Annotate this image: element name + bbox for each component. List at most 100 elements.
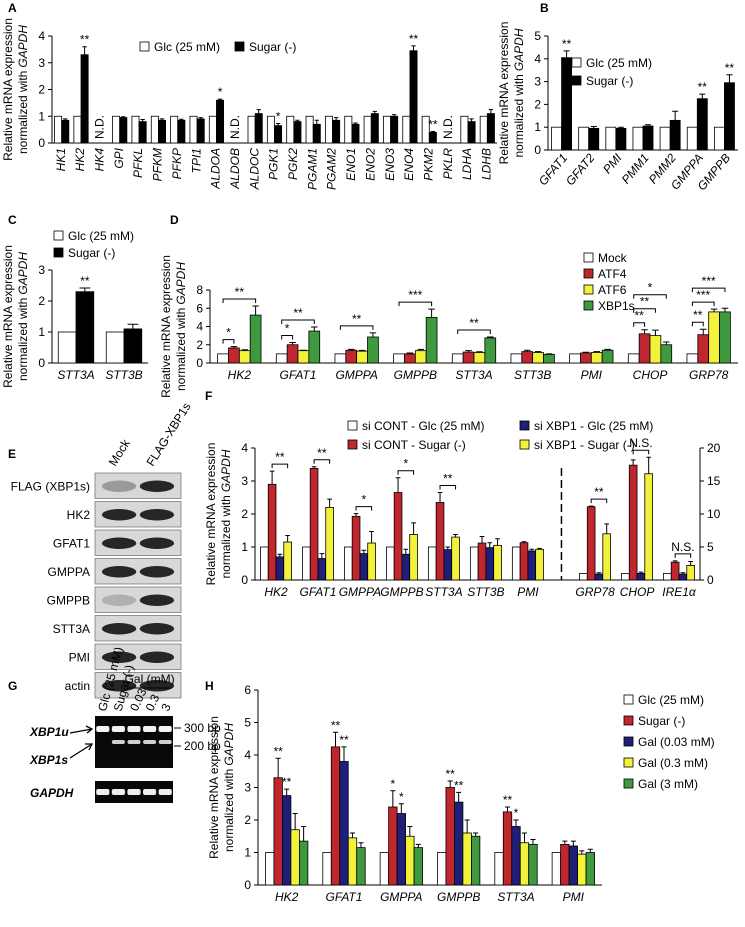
bar — [532, 352, 544, 364]
bracket — [632, 449, 650, 455]
gel-band — [127, 740, 141, 744]
bracket — [633, 322, 646, 327]
error-bar — [587, 848, 593, 853]
error-bar — [476, 351, 483, 353]
error-bar — [570, 840, 576, 846]
error-bar — [369, 332, 377, 337]
row-label: PMI — [69, 650, 90, 664]
bar — [413, 847, 423, 886]
x-tick-label: STT3B — [467, 585, 504, 599]
x-tick-label: STT3A — [425, 585, 462, 599]
legend-swatch — [571, 57, 582, 68]
bracket — [691, 287, 726, 293]
column-label: FLAG-XBP1s — [144, 400, 194, 469]
bar — [170, 115, 179, 144]
row-label: GFAT1 — [53, 536, 90, 550]
x-tick-label: PFKP — [170, 148, 184, 179]
legend-label: si XBP1 - Glc (25 mM) — [534, 419, 653, 433]
legend-label: Sugar (-) — [68, 246, 115, 260]
bar — [605, 126, 617, 151]
error-bar — [82, 46, 87, 55]
blot-band — [101, 509, 137, 521]
x-tick-label: GFAT1 — [536, 151, 570, 188]
error-bar — [652, 329, 659, 336]
error-bar — [198, 117, 203, 119]
y2-tick-label: 15 — [707, 474, 721, 488]
error-bar — [726, 74, 733, 83]
gel-band — [158, 740, 172, 744]
bar — [427, 546, 437, 581]
y-tick-label: 0 — [244, 878, 251, 892]
significance: * — [399, 790, 404, 804]
row-label: STT3A — [53, 622, 90, 636]
error-bar — [415, 843, 421, 848]
legend-label: Sugar (-) — [586, 74, 633, 88]
error-bar — [127, 323, 139, 329]
lane-label: 3 — [158, 701, 174, 713]
legend-swatch — [347, 420, 358, 431]
error-bar — [289, 341, 296, 345]
bar — [298, 840, 309, 886]
bar — [339, 761, 349, 886]
legend-swatch — [583, 268, 594, 279]
error-bar — [630, 459, 636, 466]
x-tick-label: PMI — [517, 585, 539, 599]
legend-label: XBP1s — [598, 299, 635, 313]
bar — [561, 57, 573, 151]
bar — [708, 311, 720, 364]
x-tick-label: GMPPA — [339, 585, 381, 599]
x-tick-label: IRE1α — [662, 585, 697, 599]
bar — [359, 553, 369, 581]
x-tick-label: ALDOC — [247, 148, 261, 191]
y-label-italic: GAPDH — [174, 262, 188, 305]
bar — [615, 127, 627, 151]
bar — [493, 544, 502, 581]
bar — [379, 852, 390, 886]
y-label-line: normalized with — [512, 74, 526, 157]
legend-swatch — [623, 694, 634, 705]
bar — [112, 115, 121, 144]
bracket-label: *** — [702, 274, 716, 288]
bar — [267, 483, 277, 581]
legend-swatch — [583, 284, 594, 295]
y-label-line: normalized with — [16, 71, 30, 154]
y-tick-label: 1 — [38, 325, 45, 339]
error-bar — [353, 513, 359, 517]
legend-swatch — [623, 778, 634, 789]
x-tick-label: PFKM — [151, 148, 165, 181]
error-bar — [372, 110, 377, 114]
bar — [602, 533, 611, 581]
y-tick-label: 5 — [534, 29, 541, 43]
error-bar — [284, 788, 290, 796]
bar — [636, 573, 646, 581]
error-bar — [392, 114, 397, 117]
bar — [367, 336, 379, 364]
bar — [527, 550, 537, 581]
bar — [75, 291, 95, 364]
bar — [305, 115, 314, 144]
bar — [528, 843, 538, 886]
legend-label: Glc (25 mM) — [68, 229, 134, 243]
error-bar — [582, 351, 590, 353]
panel-letter: D — [170, 213, 179, 227]
x-tick-label: PMI — [581, 368, 603, 382]
bar — [105, 331, 125, 364]
y-label-italic: GAPDH — [222, 723, 236, 766]
error-bar — [275, 757, 281, 778]
bar — [409, 534, 418, 581]
bracket — [222, 298, 257, 303]
bar — [568, 845, 578, 886]
bar — [719, 311, 731, 364]
y-tick-label: 2 — [38, 294, 45, 308]
bar — [632, 126, 644, 151]
error-bar — [319, 553, 325, 559]
significance: ** — [446, 767, 456, 781]
significance: ** — [454, 778, 464, 792]
significance: ** — [80, 274, 90, 288]
bar — [396, 813, 406, 886]
error-bar — [473, 832, 479, 837]
bar — [494, 852, 504, 886]
gel-band — [111, 789, 125, 795]
x-tick-label: GFAT1 — [280, 368, 317, 382]
